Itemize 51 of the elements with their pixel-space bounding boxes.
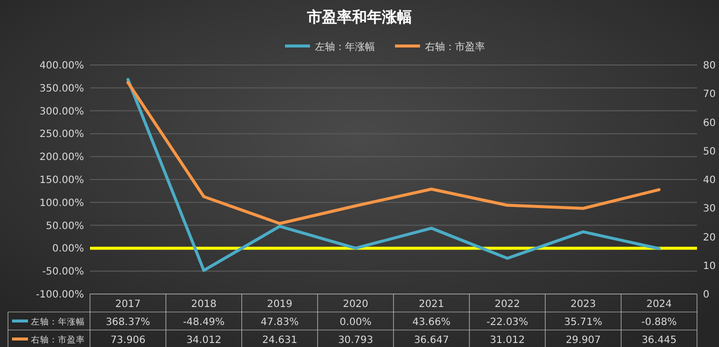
y2-tick-label: 70 [703, 89, 716, 100]
x-tick-label: 2020 [342, 299, 368, 310]
y2-tick-label: 60 [703, 118, 716, 129]
y2-tick-label: 30 [703, 204, 716, 215]
data-label: 47.83% [260, 317, 299, 328]
data-label: 31.012 [490, 335, 525, 346]
x-tick-label: 2019 [266, 299, 292, 310]
data-label: 36.647 [414, 335, 449, 346]
line-series [126, 78, 661, 272]
data-label: 30.793 [338, 335, 374, 346]
data-label: -48.49% [182, 317, 225, 328]
y-tick-label: 200.00% [40, 152, 84, 164]
y-tick-label: -50.00% [42, 266, 84, 278]
y-tick-label: -100.00% [36, 290, 84, 300]
x-tick-label: 2017 [115, 299, 141, 310]
x-tick-label: 2024 [646, 299, 672, 310]
y2-tick-label: 50 [703, 146, 716, 158]
y-tick-label: 400.00% [40, 60, 84, 72]
y-tick-label: 300.00% [40, 106, 84, 118]
x-tick-label: 2021 [418, 299, 444, 310]
x-tick-label: 2022 [494, 299, 520, 310]
text: 左轴：年涨幅 [31, 318, 85, 328]
y2-tick-label: 10 [703, 260, 716, 272]
x-tick-label: 2023 [570, 299, 596, 310]
data-label: 29.907 [566, 335, 601, 346]
data-label: 36.445 [642, 335, 677, 346]
y-tick-label: 150.00% [40, 175, 84, 186]
y-tick-label: 100.00% [40, 198, 84, 209]
chart-title: 市盈率和年涨幅 [306, 8, 412, 26]
data-label: 24.631 [262, 335, 298, 346]
data-label: 368.37% [106, 317, 150, 328]
y-tick-label: 50.00% [46, 220, 84, 232]
data-label: 43.66% [412, 317, 451, 328]
data-label: 35.71% [564, 317, 602, 328]
y-tick-label: 350.00% [40, 83, 84, 94]
y2-tick-label: 40 [703, 175, 716, 186]
text: 右轴：市盈率 [31, 336, 85, 346]
data-label: 73.906 [110, 335, 146, 346]
data-label: 0.00% [340, 317, 372, 328]
y-tick-label: 0.00% [52, 244, 84, 255]
y2-tick-label: 0 [703, 290, 710, 300]
line-series [126, 80, 661, 225]
legend-label: 左轴：年涨幅 [315, 41, 375, 53]
y2-tick-label: 20 [703, 232, 716, 244]
y2-tick-label: 80 [703, 60, 716, 72]
data-label: -0.88% [641, 317, 677, 328]
y-tick-label: 250.00% [40, 129, 84, 140]
x-tick-label: 2018 [191, 299, 217, 310]
legend-label: 右轴：市盈率 [425, 41, 485, 53]
data-label: 34.012 [186, 335, 222, 346]
data-label: -22.03% [486, 317, 528, 328]
